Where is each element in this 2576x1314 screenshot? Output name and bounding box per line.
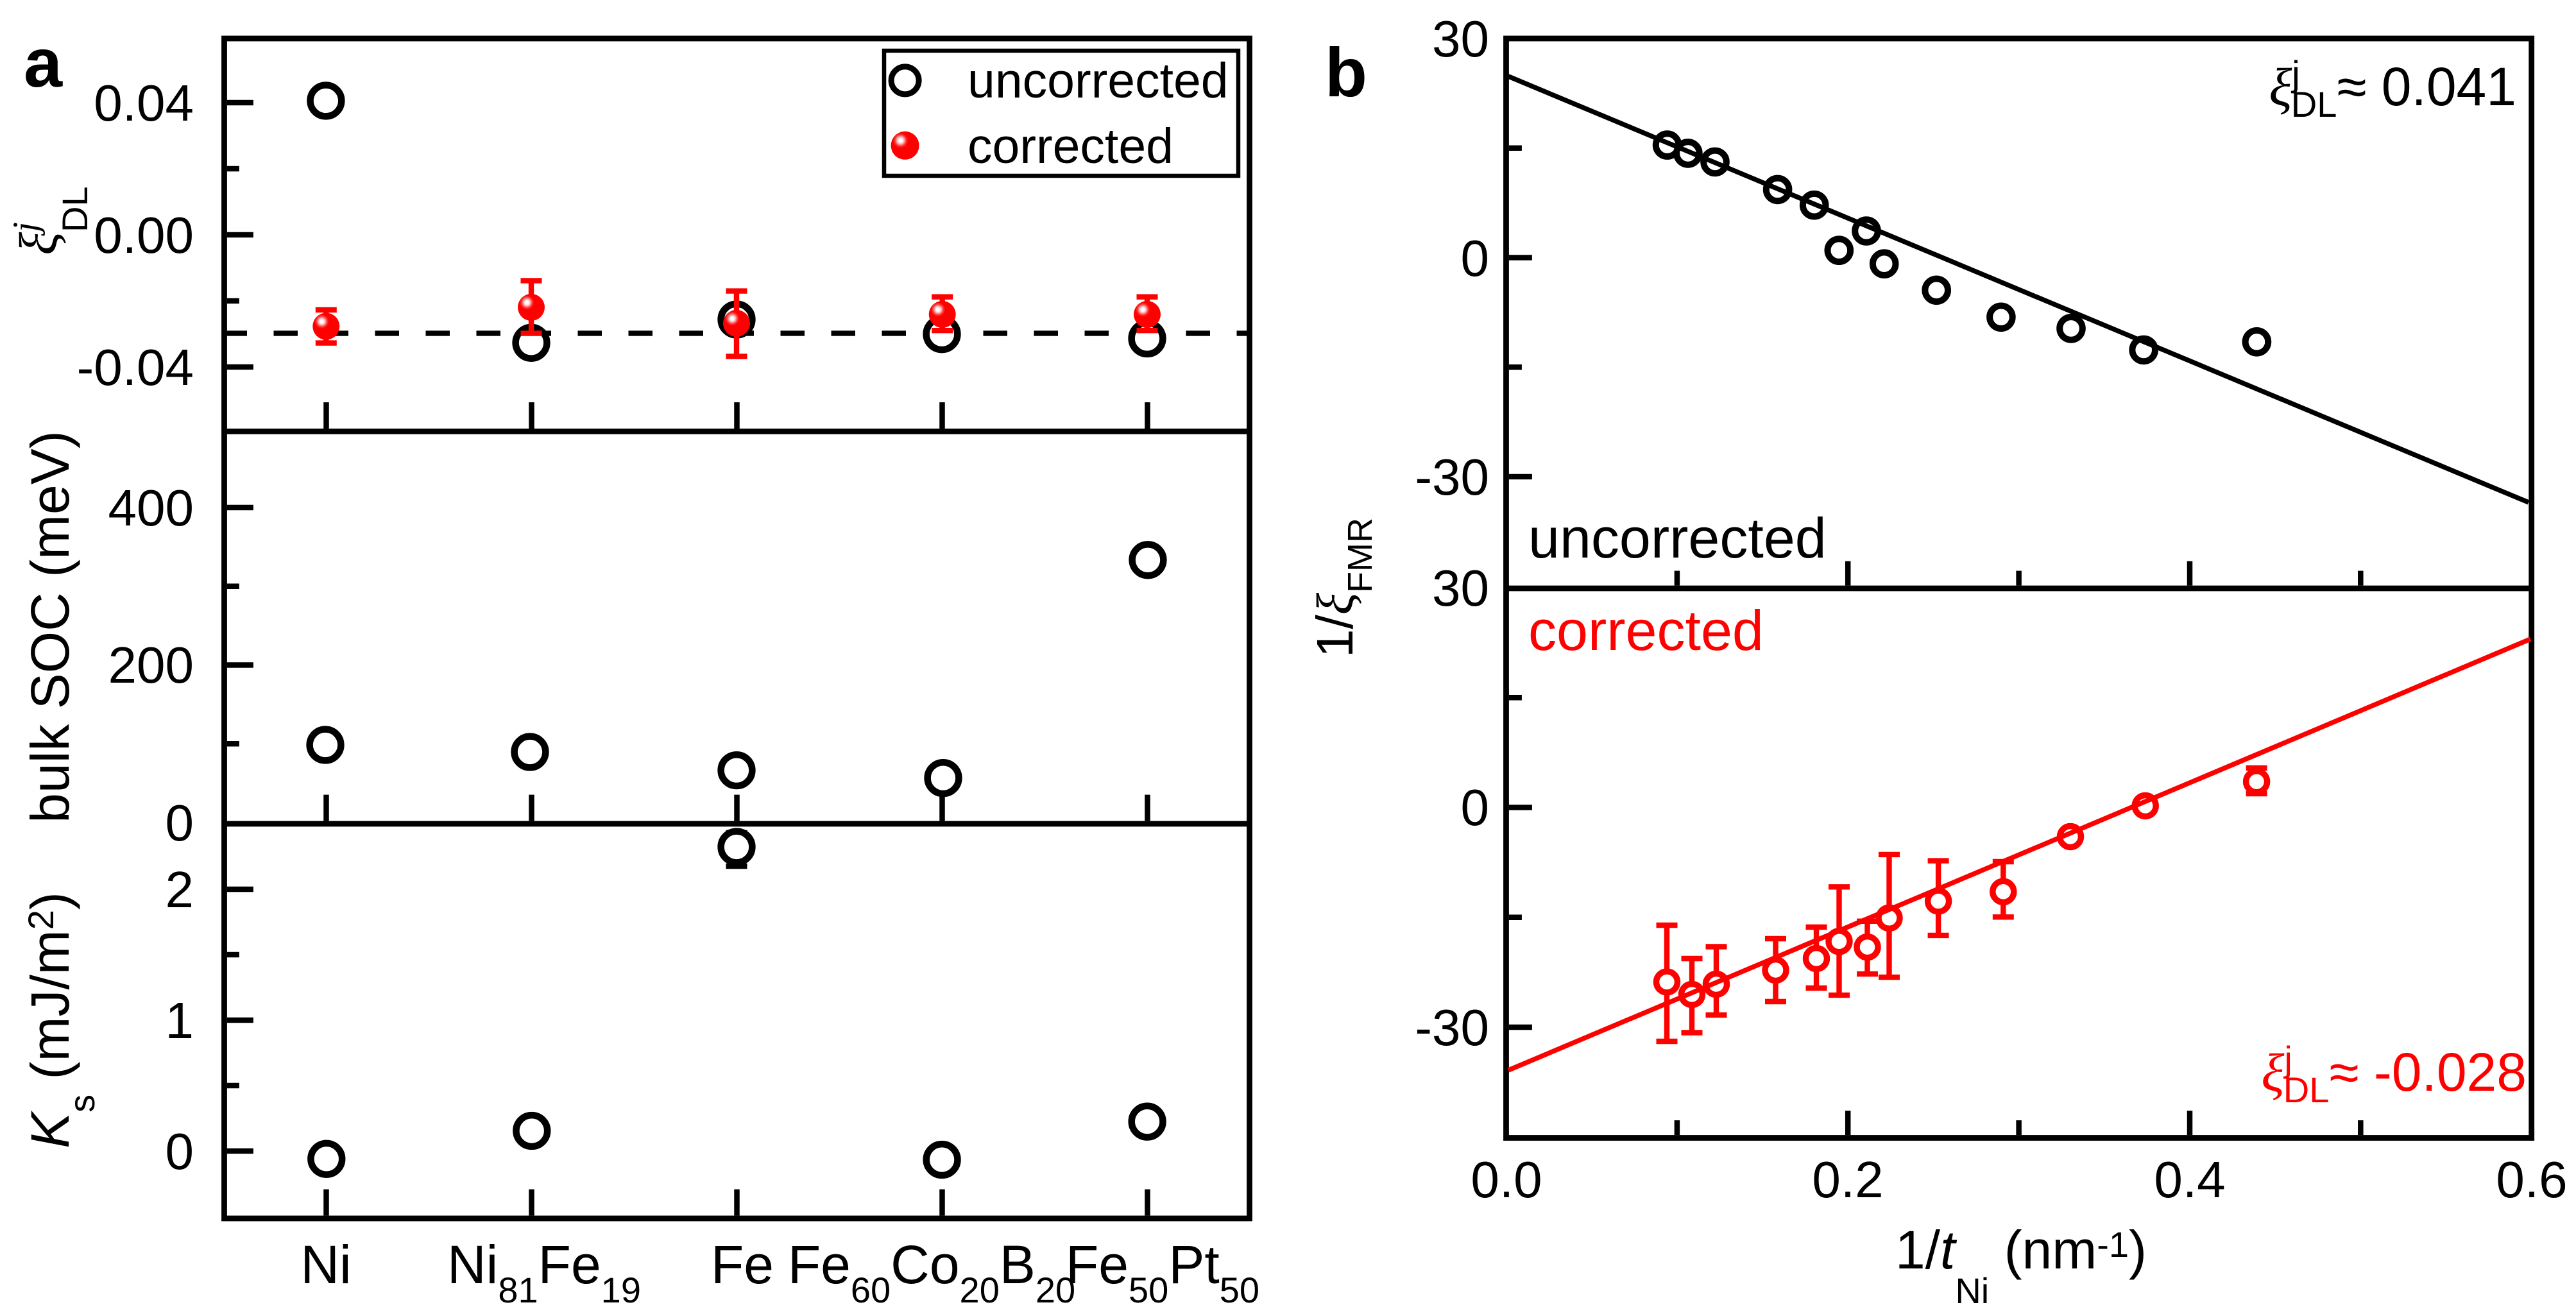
svg-text:0.00: 0.00 [94,207,194,264]
svg-text:1: 1 [166,992,194,1049]
svg-text:Ks (mJ/m2): Ks (mJ/m2) [20,892,102,1148]
svg-text:bulk SOC (meV): bulk SOC (meV) [20,431,80,823]
svg-text:a: a [24,24,63,101]
svg-text:400: 400 [108,479,194,536]
svg-text:200: 200 [108,636,194,694]
svg-text:Fe50Pt50: Fe50Pt50 [1066,1234,1259,1310]
svg-text:corrected: corrected [1528,599,1764,662]
svg-text:b: b [1325,33,1367,111]
svg-text:1/tNi (nm-1): 1/tNi (nm-1) [1895,1220,2147,1311]
svg-text:-30: -30 [1415,448,1489,506]
svg-text:30: 30 [1432,559,1489,617]
svg-text:30: 30 [1432,10,1489,67]
svg-text:0: 0 [1461,779,1490,836]
svg-text:0: 0 [166,1123,194,1180]
svg-text:-30: -30 [1415,999,1489,1056]
svg-text:Fe: Fe [711,1234,774,1295]
svg-text:0.6: 0.6 [2496,1151,2567,1208]
svg-text:0: 0 [166,794,194,851]
svg-text:corrected: corrected [968,119,1173,174]
svg-text:Ni: Ni [300,1234,351,1295]
svg-text:Fe60Co20B20: Fe60Co20B20 [788,1234,1075,1310]
svg-text:uncorrected: uncorrected [968,53,1229,108]
svg-text:0.04: 0.04 [94,74,194,132]
svg-text:Ni81Fe19: Ni81Fe19 [447,1234,641,1310]
svg-text:0.0: 0.0 [1471,1151,1542,1208]
svg-text:0: 0 [1461,230,1490,287]
svg-text:0.2: 0.2 [1812,1151,1883,1208]
svg-text:-0.04: -0.04 [77,339,194,396]
svg-text:1/ξFMR: 1/ξFMR [1306,518,1379,658]
svg-text:0.4: 0.4 [2154,1151,2225,1208]
svg-text:uncorrected: uncorrected [1528,506,1827,570]
svg-text:2: 2 [166,861,194,918]
